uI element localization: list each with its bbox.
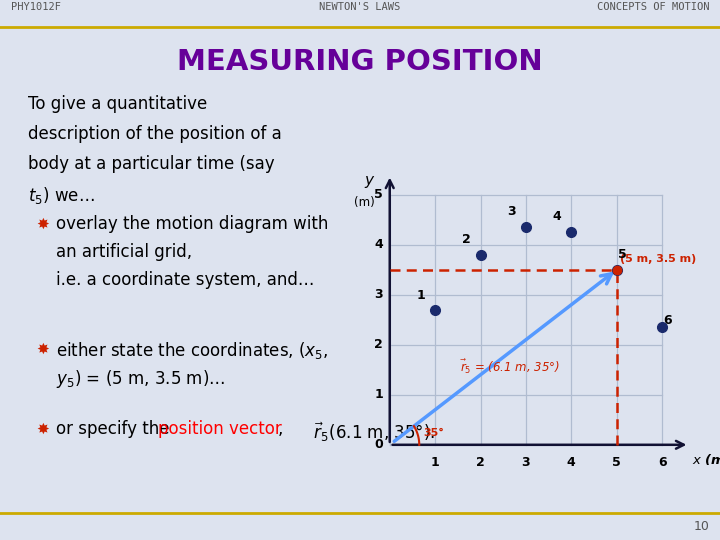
Text: i.e. a coordinate system, and…: i.e. a coordinate system, and… xyxy=(56,271,315,289)
Text: 4: 4 xyxy=(567,456,576,469)
Text: 6: 6 xyxy=(658,456,667,469)
Text: 2: 2 xyxy=(462,233,470,246)
Text: overlay the motion diagram with: overlay the motion diagram with xyxy=(56,215,328,233)
Text: PHY1012F: PHY1012F xyxy=(11,2,60,12)
Text: an artificial grid,: an artificial grid, xyxy=(56,243,192,261)
Text: To give a quantitative: To give a quantitative xyxy=(28,95,207,113)
Text: $x$ (m): $x$ (m) xyxy=(692,453,720,467)
Text: $y$: $y$ xyxy=(364,174,375,190)
Text: ✸: ✸ xyxy=(36,422,49,437)
Text: 1: 1 xyxy=(416,289,425,302)
Text: NEWTON'S LAWS: NEWTON'S LAWS xyxy=(320,2,400,12)
Text: 3: 3 xyxy=(374,288,383,301)
Text: body at a particular time (say: body at a particular time (say xyxy=(28,155,274,173)
Text: either state the coordinates, ($x_5$,: either state the coordinates, ($x_5$, xyxy=(56,340,328,361)
Text: or specify the: or specify the xyxy=(56,420,175,438)
Text: CONCEPTS OF MOTION: CONCEPTS OF MOTION xyxy=(597,2,709,12)
Text: 3: 3 xyxy=(507,205,516,218)
Text: MEASURING POSITION: MEASURING POSITION xyxy=(177,48,543,76)
Text: 4: 4 xyxy=(374,238,383,251)
Text: 3: 3 xyxy=(521,456,530,469)
Text: 5: 5 xyxy=(612,456,621,469)
Text: 2: 2 xyxy=(476,456,485,469)
Text: (5 m, 3.5 m): (5 m, 3.5 m) xyxy=(621,254,696,264)
Text: 0: 0 xyxy=(374,438,383,451)
Text: (m): (m) xyxy=(354,195,375,209)
Text: $y_5$) = (5 m, 3.5 m)…: $y_5$) = (5 m, 3.5 m)… xyxy=(56,368,225,390)
Text: $\vec{r}_5$ = (6.1 m, 35°): $\vec{r}_5$ = (6.1 m, 35°) xyxy=(460,358,560,376)
Text: 35°: 35° xyxy=(424,428,445,438)
Text: ✸: ✸ xyxy=(36,342,49,357)
Text: 2: 2 xyxy=(374,338,383,351)
Text: ✸: ✸ xyxy=(36,217,49,232)
Text: 5: 5 xyxy=(374,188,383,201)
Text: description of the position of a: description of the position of a xyxy=(28,125,282,143)
Text: position vector: position vector xyxy=(158,420,282,438)
Text: 6: 6 xyxy=(663,314,672,327)
Text: $\vec{r}_5$(6.1 m, 35°).: $\vec{r}_5$(6.1 m, 35°). xyxy=(298,420,435,444)
Text: 1: 1 xyxy=(431,456,439,469)
Text: ,: , xyxy=(278,420,284,438)
Text: $\mathit{t}_5$) we…: $\mathit{t}_5$) we… xyxy=(28,185,94,206)
Text: 10: 10 xyxy=(693,520,709,533)
Text: 1: 1 xyxy=(374,388,383,401)
Text: 5: 5 xyxy=(618,248,626,261)
Text: 4: 4 xyxy=(552,210,561,223)
